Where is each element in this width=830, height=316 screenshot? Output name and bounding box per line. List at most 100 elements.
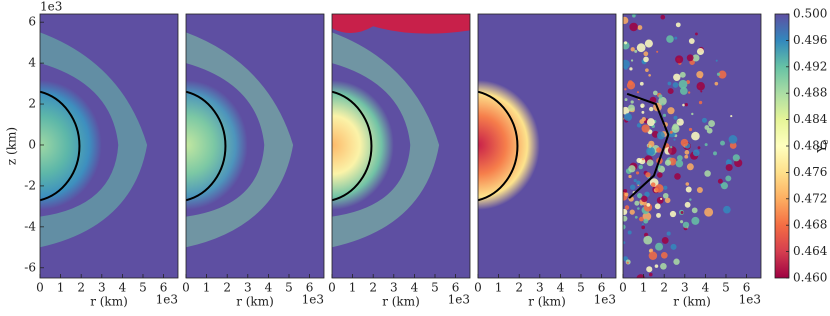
x-tick-label: 5 [431,281,439,295]
x-axis-label: r (km) [673,295,711,309]
x-tick-label: 6 [598,281,606,295]
frame [477,13,617,279]
blob [674,36,678,40]
blob [634,200,640,206]
blob [673,115,678,120]
y-tick-label: 0 [28,137,36,151]
blob [688,38,695,44]
blob [679,71,686,78]
blob [664,159,672,166]
blob [630,59,634,62]
blob [627,104,635,112]
blob [718,70,727,79]
blob [636,157,642,163]
blob [673,138,676,141]
colorbar-label: Ye [815,139,830,153]
blob [624,98,628,102]
y-tick-label: -2 [24,178,36,192]
x-tick-label: 6 [160,281,168,295]
blob [626,81,636,90]
blob [696,48,704,56]
blob [660,251,668,259]
blob [626,261,629,264]
blob [646,118,655,127]
x-tick-label: 1 [495,281,503,295]
blob [679,87,688,95]
blob [686,54,694,62]
blob [700,90,703,93]
blob [666,35,674,43]
x-tick-label: 3 [244,281,252,295]
blob [636,274,646,278]
y-tick-label: 2 [28,97,36,111]
x-tick-label: 4 [411,281,419,295]
x-tick-label: 1 [640,281,648,295]
blob [641,110,645,114]
blob [706,127,713,134]
x-tick-label: 5 [577,281,585,295]
blob [663,185,668,190]
blob [673,258,680,265]
blob [696,186,703,194]
x-tick-label: 0 [619,281,627,295]
blob [636,91,640,94]
blob [643,56,649,63]
colorbar-tick-label: 0.464 [793,244,828,258]
blob [642,212,652,221]
colorbar-tick-label: 0.492 [793,59,827,73]
blob [685,182,690,186]
blob [643,51,649,57]
blob [649,248,654,253]
blob [660,14,666,20]
blob [692,149,700,157]
blob [630,47,635,52]
colorbar-tick-label: 0.472 [793,191,827,205]
outflow [186,32,294,248]
colorbar-tick-label: 0.468 [793,218,827,232]
blob [698,100,703,105]
panel-image [478,14,616,278]
blob [669,130,673,134]
colorbar-tick-label: 0.480 [793,139,827,153]
blob [658,96,667,106]
x-tick-label: 6 [306,281,314,295]
blob [646,159,654,167]
blob [628,165,636,173]
blob [641,157,645,161]
x-tick-label: 2 [660,281,668,295]
blob [662,192,669,199]
blob [636,123,642,128]
panel-image [332,14,470,278]
blob [636,180,641,185]
blob [641,195,648,203]
blob [670,243,677,250]
blob [658,94,663,99]
blob [696,82,705,91]
x-tick-label: 0 [474,281,482,295]
x-tick-label: 0 [36,281,44,295]
blob [667,81,672,86]
blob [624,205,630,210]
blob [654,203,661,210]
blob [682,221,690,229]
blob [685,186,692,193]
blob [671,124,680,133]
blob [656,172,663,178]
blob [656,147,662,153]
y-tick-label: 4 [28,56,36,70]
x-tick-label: 2 [77,281,85,295]
blob [667,146,677,155]
blob [678,79,688,89]
blob [639,81,644,86]
blob [643,235,653,245]
blob [691,216,700,225]
contour [332,90,373,202]
x-tick-label: 6 [743,281,751,295]
contour [186,90,227,202]
colorbar-tick-label: 0.500 [793,7,827,21]
panel-image [186,14,324,278]
core [186,80,248,210]
blob [637,192,643,199]
